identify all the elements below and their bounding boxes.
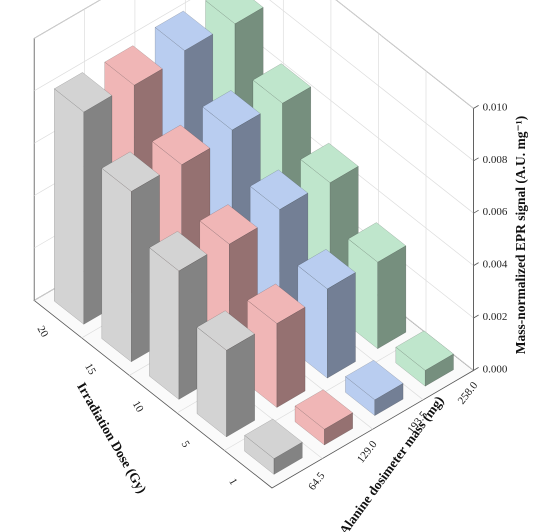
z-tick-mark [473, 367, 479, 371]
z-tick-mark [473, 105, 479, 109]
y-tick-label: 258.0 [456, 379, 481, 406]
bar-face-left [54, 88, 85, 325]
bar-dose-1-mass-129.0 [294, 389, 354, 446]
bar-dose-1-mass-64.5 [244, 418, 303, 475]
gridline-z [34, 0, 474, 109]
bar-dose-5-mass-64.5 [196, 310, 256, 438]
chart-bars [53, 0, 454, 475]
x-tick-label: 10 [130, 399, 146, 415]
bar-top [53, 72, 113, 113]
bar-face-right [424, 353, 454, 387]
z-axis-label: Mass-normalized EPR signal (A.U. mg⁻¹) [513, 116, 528, 354]
bar-face-right [377, 245, 407, 350]
bar-dose-1-mass-258.0 [395, 330, 454, 387]
bar-face-left [101, 167, 132, 363]
z-tick-label: 0.002 [483, 311, 508, 323]
bar-top [148, 230, 208, 272]
bar-dose-10-mass-64.5 [148, 230, 208, 400]
x-tick-label: 20 [35, 324, 51, 340]
bar-dose-5-mass-193.5 [297, 248, 356, 379]
z-tick-mark [473, 314, 479, 319]
bar-dose-1-mass-193.5 [344, 359, 404, 417]
bar-dose-5-mass-258.0 [347, 222, 407, 350]
z-tick-label: 0.010 [483, 101, 508, 113]
bar-face-right [276, 306, 306, 408]
bar-face-right [327, 272, 356, 379]
bar-face-right [324, 412, 353, 446]
z-tick-label: 0.008 [483, 154, 508, 166]
z-tick-label: 0.006 [483, 206, 508, 218]
z-tick-label: 0.004 [483, 259, 508, 271]
bar-dose-5-mass-129.0 [246, 283, 306, 409]
z-tick-mark [473, 209, 479, 214]
x-tick-label: 5 [179, 439, 192, 450]
z-tick-mark [473, 262, 479, 266]
z-tick-mark [473, 157, 479, 162]
bar-face-left [149, 247, 180, 400]
bar-face-right [374, 382, 404, 417]
gridline-z [34, 0, 474, 162]
y-tick-label: 129.0 [355, 438, 380, 465]
z-tick-label: 0.000 [483, 363, 508, 375]
x-tick-label: 15 [82, 361, 98, 377]
y-tick-label: 64.5 [306, 470, 328, 493]
x-axis-label: Irradiation Dose (Gy) [74, 380, 150, 496]
bar-face-right [273, 441, 303, 475]
bar-face-right [226, 333, 255, 438]
x-tick-label: 1 [226, 476, 239, 487]
